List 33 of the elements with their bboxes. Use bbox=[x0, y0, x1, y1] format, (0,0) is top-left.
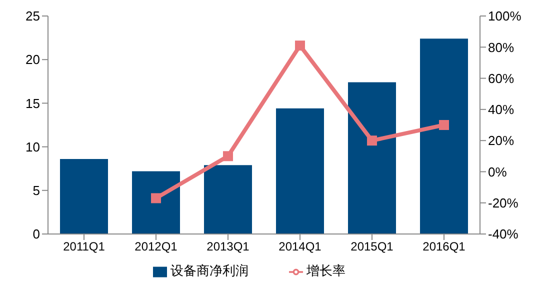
y2-tick-label: -40% bbox=[488, 226, 519, 242]
bar bbox=[204, 165, 252, 234]
point bbox=[367, 136, 377, 146]
x-tick-label: 2011Q1 bbox=[63, 240, 106, 254]
x-tick-label: 2013Q1 bbox=[206, 240, 250, 254]
bar bbox=[276, 108, 324, 234]
y-tick-label: 25 bbox=[26, 8, 40, 24]
bar bbox=[132, 171, 180, 234]
point bbox=[439, 120, 449, 130]
x-tick-label: 2014Q1 bbox=[278, 240, 322, 254]
x-tick-label: 2016Q1 bbox=[422, 240, 466, 254]
x-tick-label: 2012Q1 bbox=[134, 240, 178, 254]
y-tick-label: 20 bbox=[26, 52, 40, 68]
legend-label: 设备商净利润 bbox=[170, 263, 248, 278]
y-tick-label: 5 bbox=[32, 183, 40, 198]
y2-tick-label: 0% bbox=[488, 164, 508, 180]
y-tick-label: 10 bbox=[26, 139, 40, 154]
y2-tick-label: 80% bbox=[488, 40, 514, 55]
y2-tick-label: -20% bbox=[488, 195, 519, 210]
y2-tick-label: 20% bbox=[488, 133, 514, 148]
bar bbox=[348, 82, 396, 234]
y2-tick-label: 100% bbox=[488, 8, 522, 24]
point bbox=[223, 151, 233, 162]
y-tick-label: 0 bbox=[32, 226, 40, 242]
x-tick-label: 2015Q1 bbox=[350, 240, 394, 254]
y-tick-label: 15 bbox=[26, 96, 40, 111]
bar bbox=[60, 159, 108, 234]
bar bbox=[420, 38, 468, 234]
point bbox=[295, 40, 305, 51]
y2-tick-label: 40% bbox=[488, 102, 514, 118]
legend-label: 增长率 bbox=[306, 263, 346, 278]
point bbox=[151, 193, 161, 204]
y2-tick-label: 60% bbox=[488, 70, 514, 86]
